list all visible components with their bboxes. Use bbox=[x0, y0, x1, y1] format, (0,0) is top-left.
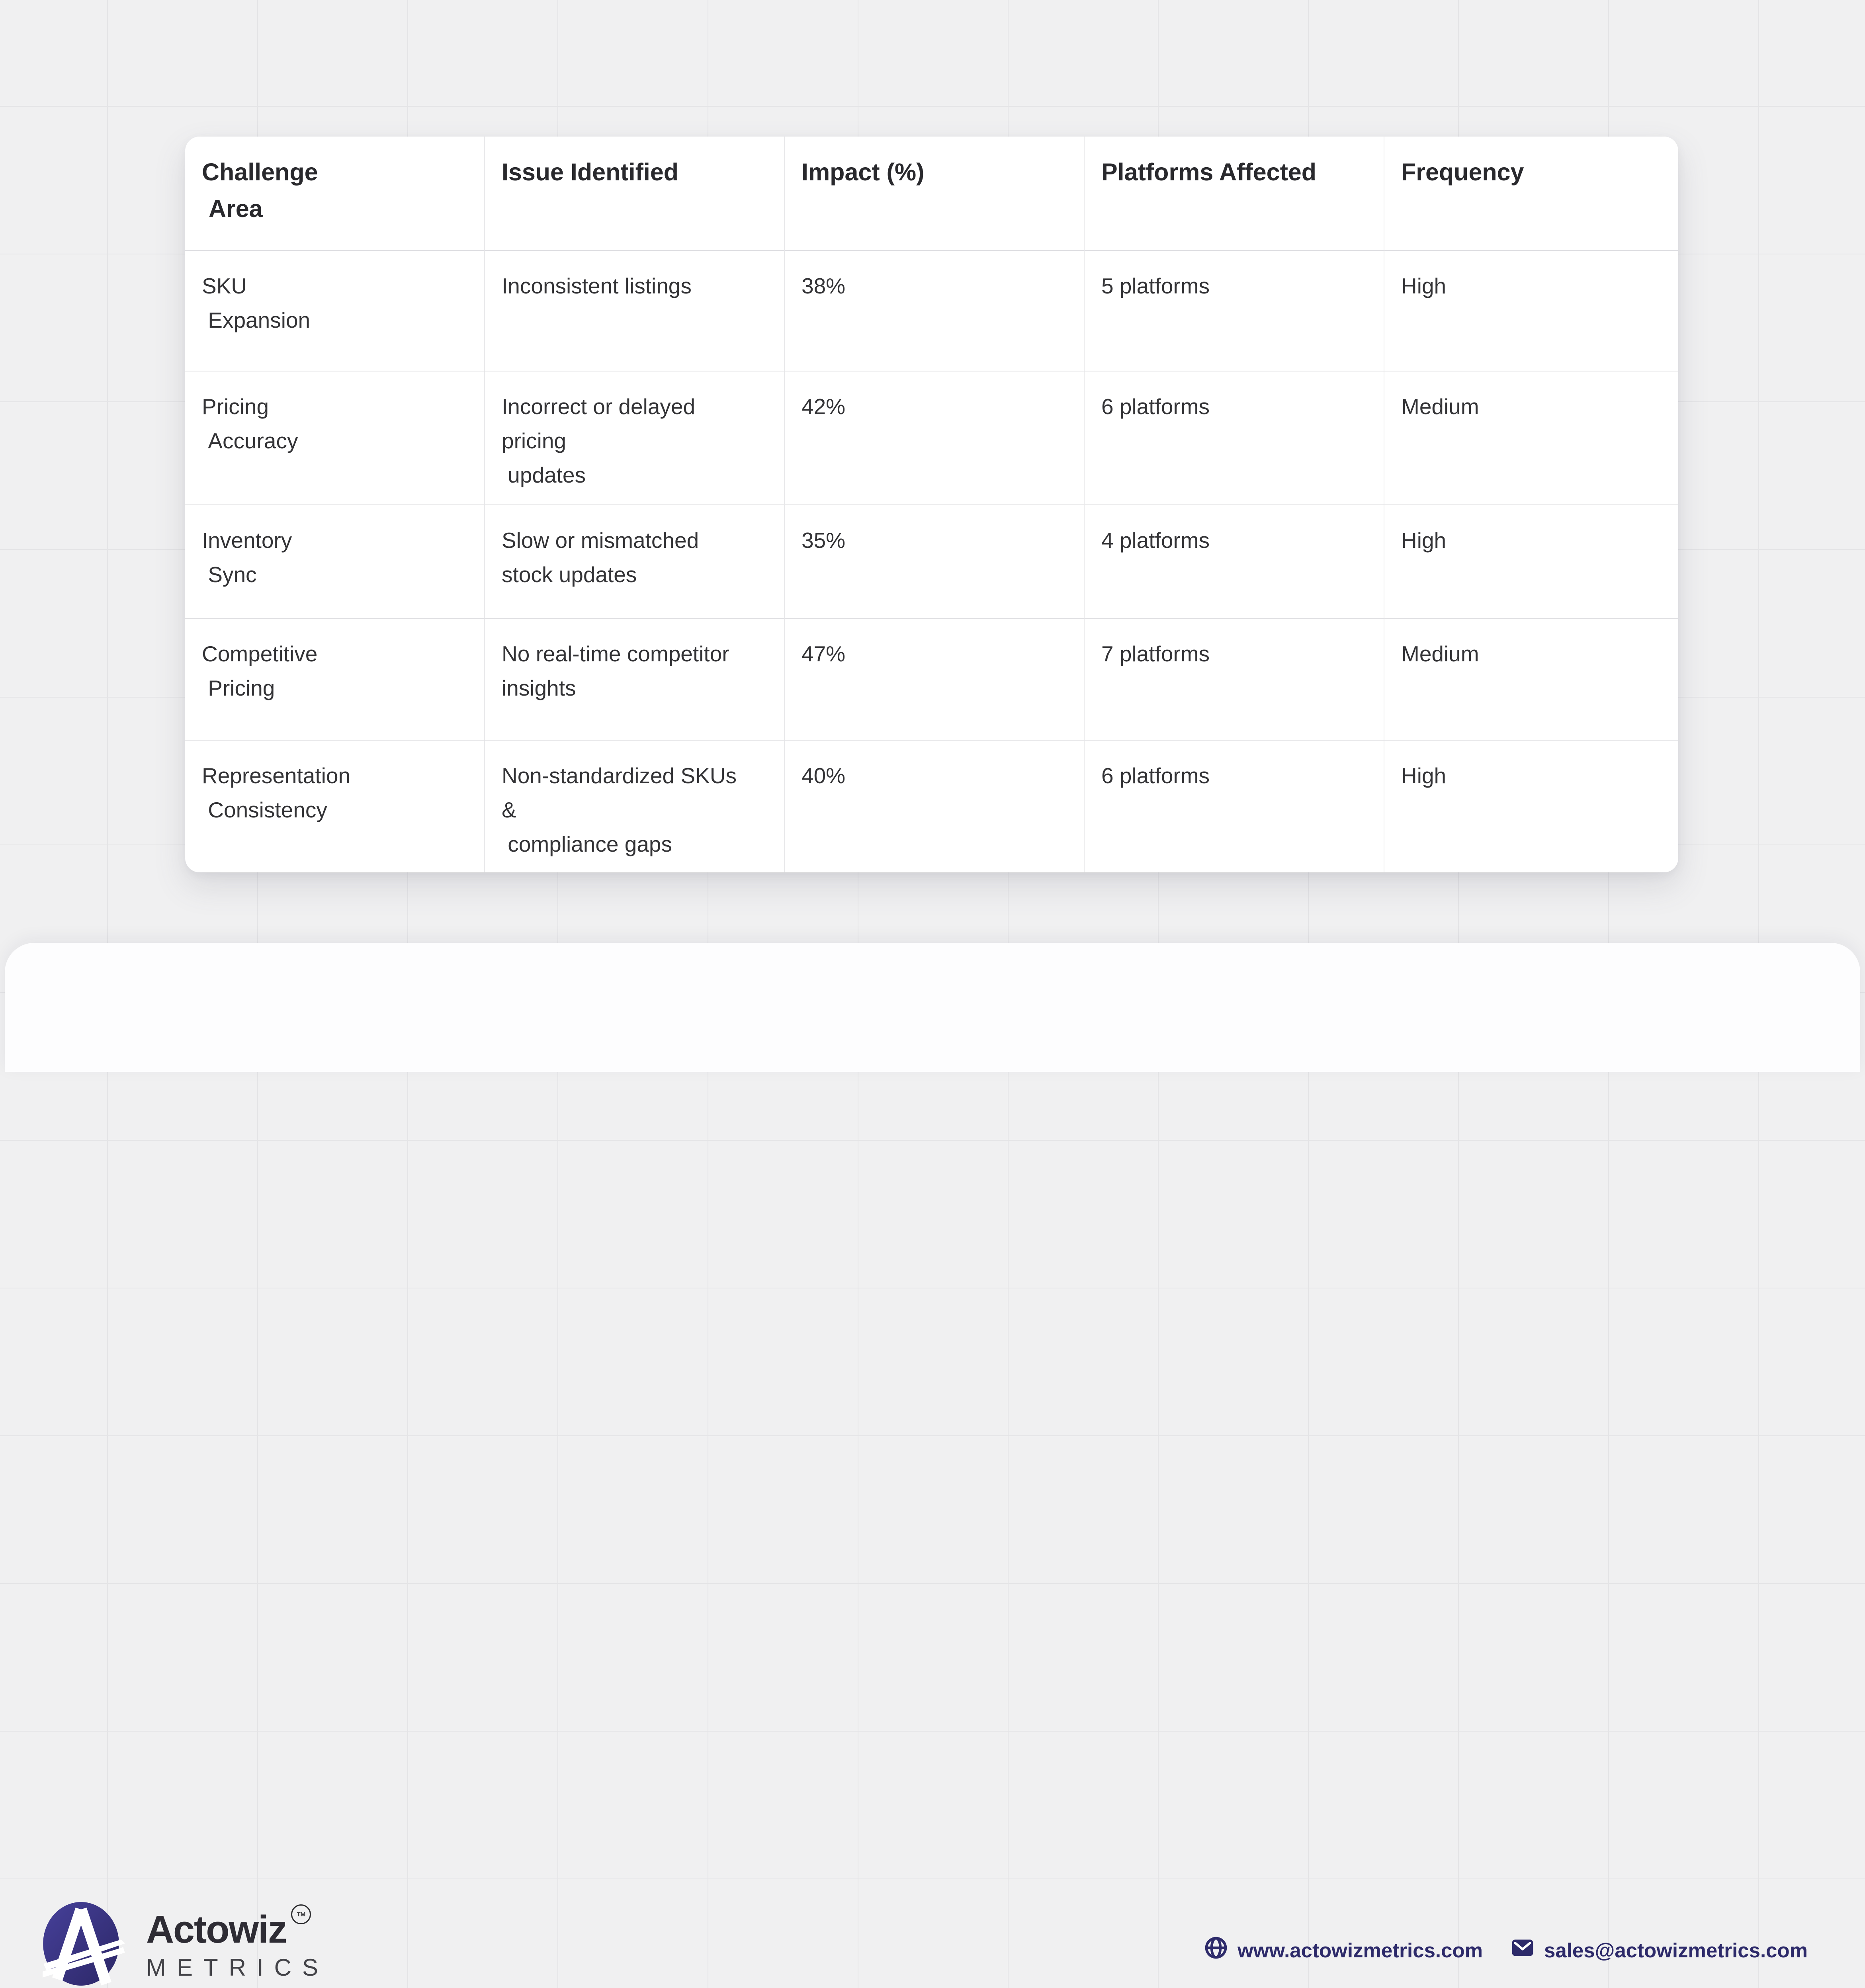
footer-contact-links: www.actowizmetrics.com sales@actowizmetr… bbox=[1204, 1936, 1808, 1965]
cell-impact: 40% bbox=[785, 741, 1085, 872]
cell-frequency: High bbox=[1384, 251, 1678, 371]
header-issue-identified: Issue Identified bbox=[485, 137, 785, 251]
header-platforms-affected: Platforms Affected bbox=[1085, 137, 1384, 251]
globe-icon bbox=[1204, 1936, 1228, 1965]
cell-issue: Non-standardized SKUs & compliance gaps bbox=[485, 741, 785, 872]
cell-challenge-area: Competitive Pricing bbox=[185, 619, 485, 741]
cell-impact: 42% bbox=[785, 371, 1085, 505]
email-address[interactable]: sales@actowizmetrics.com bbox=[1544, 1939, 1808, 1962]
cell-challenge-area: Inventory Sync bbox=[185, 505, 485, 619]
header-impact-percent: Impact (%) bbox=[785, 137, 1085, 251]
brand-logo-group: Actowiz TM METRICS bbox=[39, 1902, 329, 1988]
cell-challenge-area: Pricing Accuracy bbox=[185, 371, 485, 505]
header-frequency: Frequency bbox=[1384, 137, 1678, 251]
brand-name: Actowiz bbox=[146, 1908, 287, 1951]
cell-impact: 47% bbox=[785, 619, 1085, 741]
brand-subtitle: METRICS bbox=[146, 1954, 329, 1981]
website-link[interactable]: www.actowizmetrics.com bbox=[1204, 1936, 1483, 1965]
cell-platforms: 6 platforms bbox=[1085, 371, 1384, 505]
header-challenge-area: Challenge Area bbox=[185, 137, 485, 251]
mail-icon bbox=[1511, 1936, 1535, 1965]
email-link[interactable]: sales@actowizmetrics.com bbox=[1511, 1936, 1808, 1965]
cell-impact: 35% bbox=[785, 505, 1085, 619]
website-url[interactable]: www.actowizmetrics.com bbox=[1237, 1939, 1483, 1962]
cell-frequency: Medium bbox=[1384, 619, 1678, 741]
actowiz-logo-icon bbox=[39, 1902, 131, 1988]
cell-issue: Slow or mismatched stock updates bbox=[485, 505, 785, 619]
cell-issue: No real-time competitor insights bbox=[485, 619, 785, 741]
cell-issue: Inconsistent listings bbox=[485, 251, 785, 371]
cell-challenge-area: Representation Consistency bbox=[185, 741, 485, 872]
cell-platforms: 7 platforms bbox=[1085, 619, 1384, 741]
cell-challenge-area: SKU Expansion bbox=[185, 251, 485, 371]
cell-frequency: High bbox=[1384, 505, 1678, 619]
cell-impact: 38% bbox=[785, 251, 1085, 371]
cell-platforms: 4 platforms bbox=[1085, 505, 1384, 619]
cell-frequency: High bbox=[1401, 763, 1447, 788]
cell-platforms: 5 platforms bbox=[1085, 251, 1384, 371]
cell-issue: Incorrect or delayed pricing updates bbox=[485, 371, 785, 505]
cell-frequency: Medium bbox=[1384, 371, 1678, 505]
cell-platforms: 6 platforms bbox=[1085, 741, 1384, 872]
challenges-table: Challenge Area Issue Identified Impact (… bbox=[185, 137, 1678, 872]
footer-bar: Actowiz TM METRICS www.actowizmetrics.co… bbox=[5, 943, 1860, 1986]
trademark-badge: TM bbox=[291, 1904, 311, 1924]
